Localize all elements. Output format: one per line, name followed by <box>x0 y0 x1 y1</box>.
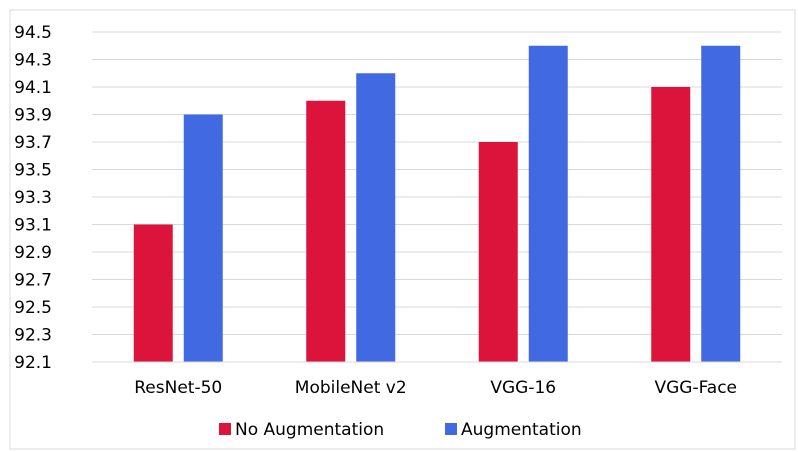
y-tick-label: 93.5 <box>14 161 52 181</box>
y-tick-label: 94.3 <box>14 51 52 71</box>
bar-no-augmentation <box>651 87 691 362</box>
y-tick-label: 93.3 <box>14 188 52 208</box>
y-tick-label: 92.3 <box>14 326 52 346</box>
x-category-label: ResNet-50 <box>134 378 222 398</box>
x-category-label: VGG-16 <box>490 378 556 398</box>
bar-augmentation <box>356 73 396 362</box>
bars <box>133 45 741 362</box>
legend-label: No Augmentation <box>235 420 384 440</box>
legend-swatch <box>445 423 457 435</box>
bar-augmentation <box>528 45 568 362</box>
legend: No Augmentation Augmentation <box>219 420 582 440</box>
bar-no-augmentation <box>133 224 173 362</box>
x-category-label: MobileNet v2 <box>295 378 407 398</box>
y-tick-label: 92.7 <box>14 271 52 291</box>
bar-augmentation <box>701 45 741 362</box>
bar-no-augmentation <box>478 142 518 362</box>
y-tick-label: 92.5 <box>14 298 52 318</box>
legend-label: Augmentation <box>461 420 582 440</box>
y-tick-label: 93.7 <box>14 133 52 153</box>
y-tick-label: 93.9 <box>14 106 52 126</box>
y-tick-label: 94.5 <box>14 23 52 43</box>
y-axis-ticks: 92.1 92.3 92.5 92.7 92.9 93.1 93.3 93.5 93.7 93.9… <box>14 23 52 373</box>
y-tick-label: 94.1 <box>14 78 52 98</box>
x-axis-categories: ResNet-50 MobileNet v2 VGG-16 VGG-Face <box>134 378 737 398</box>
legend-swatch <box>219 423 231 435</box>
bar-no-augmentation <box>306 100 346 362</box>
y-tick-label: 92.1 <box>14 353 52 373</box>
y-tick-label: 93.1 <box>14 216 52 236</box>
y-tick-label: 92.9 <box>14 243 52 263</box>
x-category-label: VGG-Face <box>654 378 737 398</box>
bar-augmentation <box>183 114 223 362</box>
